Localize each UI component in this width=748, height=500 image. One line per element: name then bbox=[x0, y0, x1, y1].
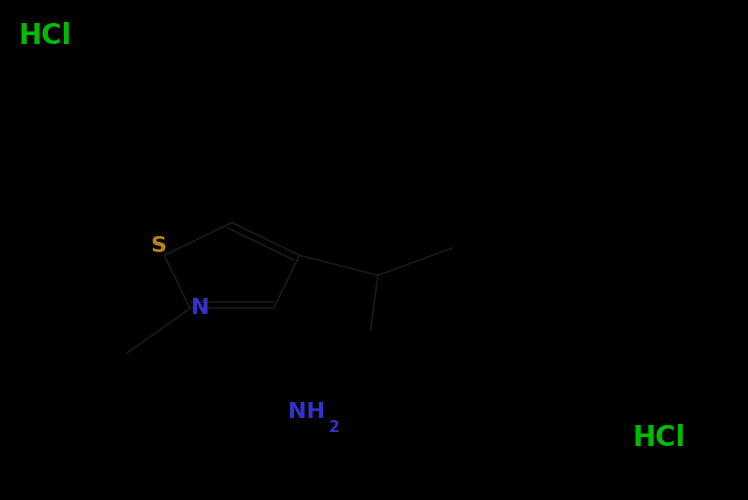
Text: NH: NH bbox=[289, 402, 325, 422]
Text: S: S bbox=[150, 236, 167, 256]
Text: N: N bbox=[191, 298, 209, 318]
Text: 2: 2 bbox=[329, 420, 340, 436]
Text: HCl: HCl bbox=[19, 22, 72, 50]
Text: HCl: HCl bbox=[632, 424, 685, 452]
